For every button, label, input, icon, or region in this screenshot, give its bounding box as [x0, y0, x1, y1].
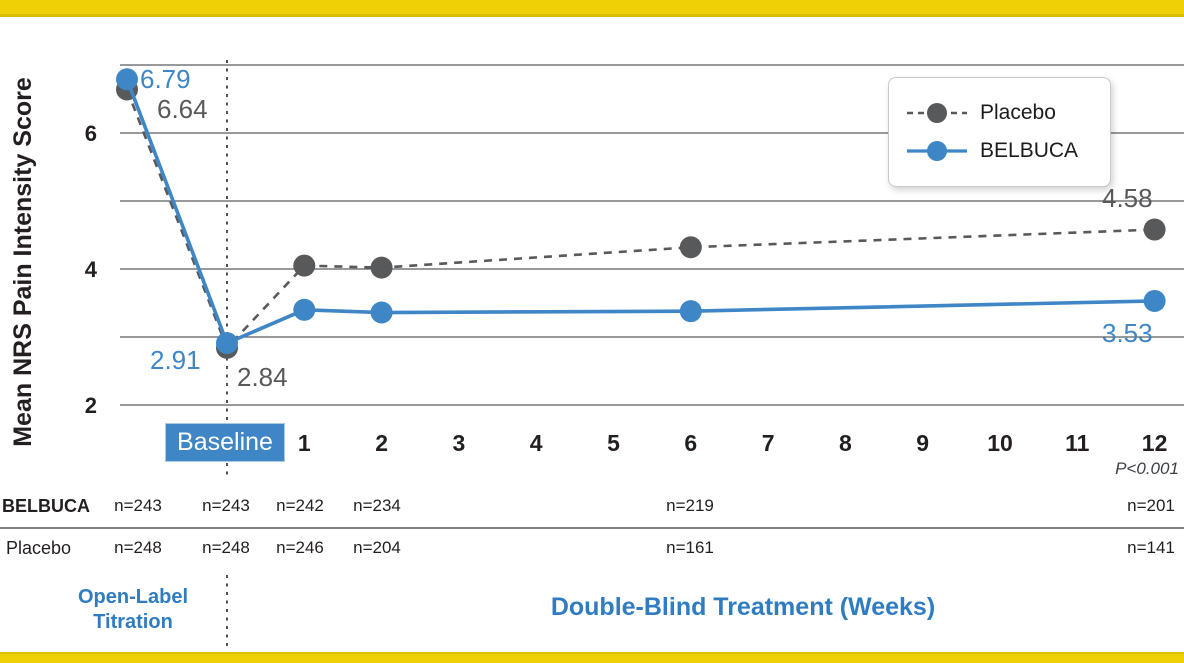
belbuca-line-sample-icon [907, 141, 967, 161]
belbuca-data-point [293, 298, 316, 321]
double-blind-treatment-label: Double-Blind Treatment (Weeks) [550, 593, 936, 621]
baseline-axis-label: Baseline [165, 423, 285, 462]
x-tick-label: 3 [453, 430, 466, 456]
y-tick-label: 6 [85, 121, 97, 146]
n-count-cell: n=219 [666, 496, 714, 515]
open-label-line1: Open-Label [77, 586, 188, 608]
x-tick-label: 12 [1142, 430, 1168, 456]
n-table-row-label-placebo: Placebo [6, 538, 72, 558]
x-tick-label: 1 [298, 430, 311, 456]
belbuca-data-point [1143, 289, 1166, 312]
x-tick-label: 7 [762, 430, 775, 456]
x-tick-label: 11 [1065, 430, 1090, 456]
p-value-label: P<0.001 [1115, 459, 1179, 478]
n-count-cell: n=141 [1127, 538, 1175, 557]
belbuca-data-point [216, 332, 238, 355]
n-table-divider [0, 527, 1184, 529]
point-value-label: 4.58 [1102, 183, 1153, 213]
x-tick-label: 9 [916, 430, 929, 456]
n-count-cell: n=161 [666, 538, 714, 557]
y-tick-label: 2 [85, 393, 97, 418]
placebo-data-point [679, 236, 702, 259]
x-tick-label: 6 [684, 430, 697, 456]
open-label-titration-label: Open-Label Titration [70, 585, 196, 635]
point-value-label: 3.53 [1102, 318, 1153, 348]
n-count-cell: n=242 [276, 496, 324, 515]
belbuca-data-point [370, 301, 393, 324]
belbuca-data-point [679, 300, 702, 323]
top-accent-bar [0, 0, 1184, 17]
x-tick-label: 2 [375, 430, 388, 456]
legend-label-belbuca: BELBUCA [980, 139, 1079, 162]
legend-label-placebo: Placebo [980, 101, 1056, 124]
n-count-cell: n=248 [114, 538, 162, 557]
y-tick-label: 4 [85, 257, 98, 282]
n-table-row-label-belbuca: BELBUCA [2, 496, 90, 516]
placebo-data-point [293, 254, 316, 277]
legend-item-placebo: Placebo [905, 97, 1110, 130]
placebo-data-point [370, 256, 393, 279]
x-tick-label: 8 [839, 430, 852, 456]
placebo-data-point [216, 336, 238, 359]
n-count-cell: n=243 [114, 496, 162, 515]
legend-item-belbuca: BELBUCA [905, 135, 1110, 168]
n-count-cell: n=246 [276, 538, 324, 557]
x-tick-label: 4 [530, 430, 543, 456]
placebo-line-sample-icon [907, 103, 967, 123]
n-count-cell: n=243 [202, 496, 250, 515]
n-count-cell: n=248 [202, 538, 250, 557]
x-tick-label: 5 [607, 430, 620, 456]
y-axis-title: Mean NRS Pain Intensity Score [9, 77, 37, 447]
open-label-line2: Titration [93, 611, 173, 633]
n-count-cell: n=234 [353, 496, 401, 515]
x-tick-label: 10 [987, 430, 1013, 456]
placebo-data-point [116, 78, 138, 101]
n-count-cell: n=201 [1127, 496, 1175, 515]
point-value-label: 2.84 [237, 362, 288, 392]
point-value-label: 2.91 [150, 345, 201, 375]
point-value-label: 6.79 [140, 64, 191, 94]
placebo-data-point [1143, 218, 1166, 241]
legend: Placebo BELBUCA [888, 77, 1111, 187]
n-count-cell: n=204 [353, 538, 401, 557]
point-value-label: 6.64 [157, 94, 208, 124]
belbuca-data-point [116, 68, 138, 91]
bottom-accent-bar [0, 652, 1184, 663]
